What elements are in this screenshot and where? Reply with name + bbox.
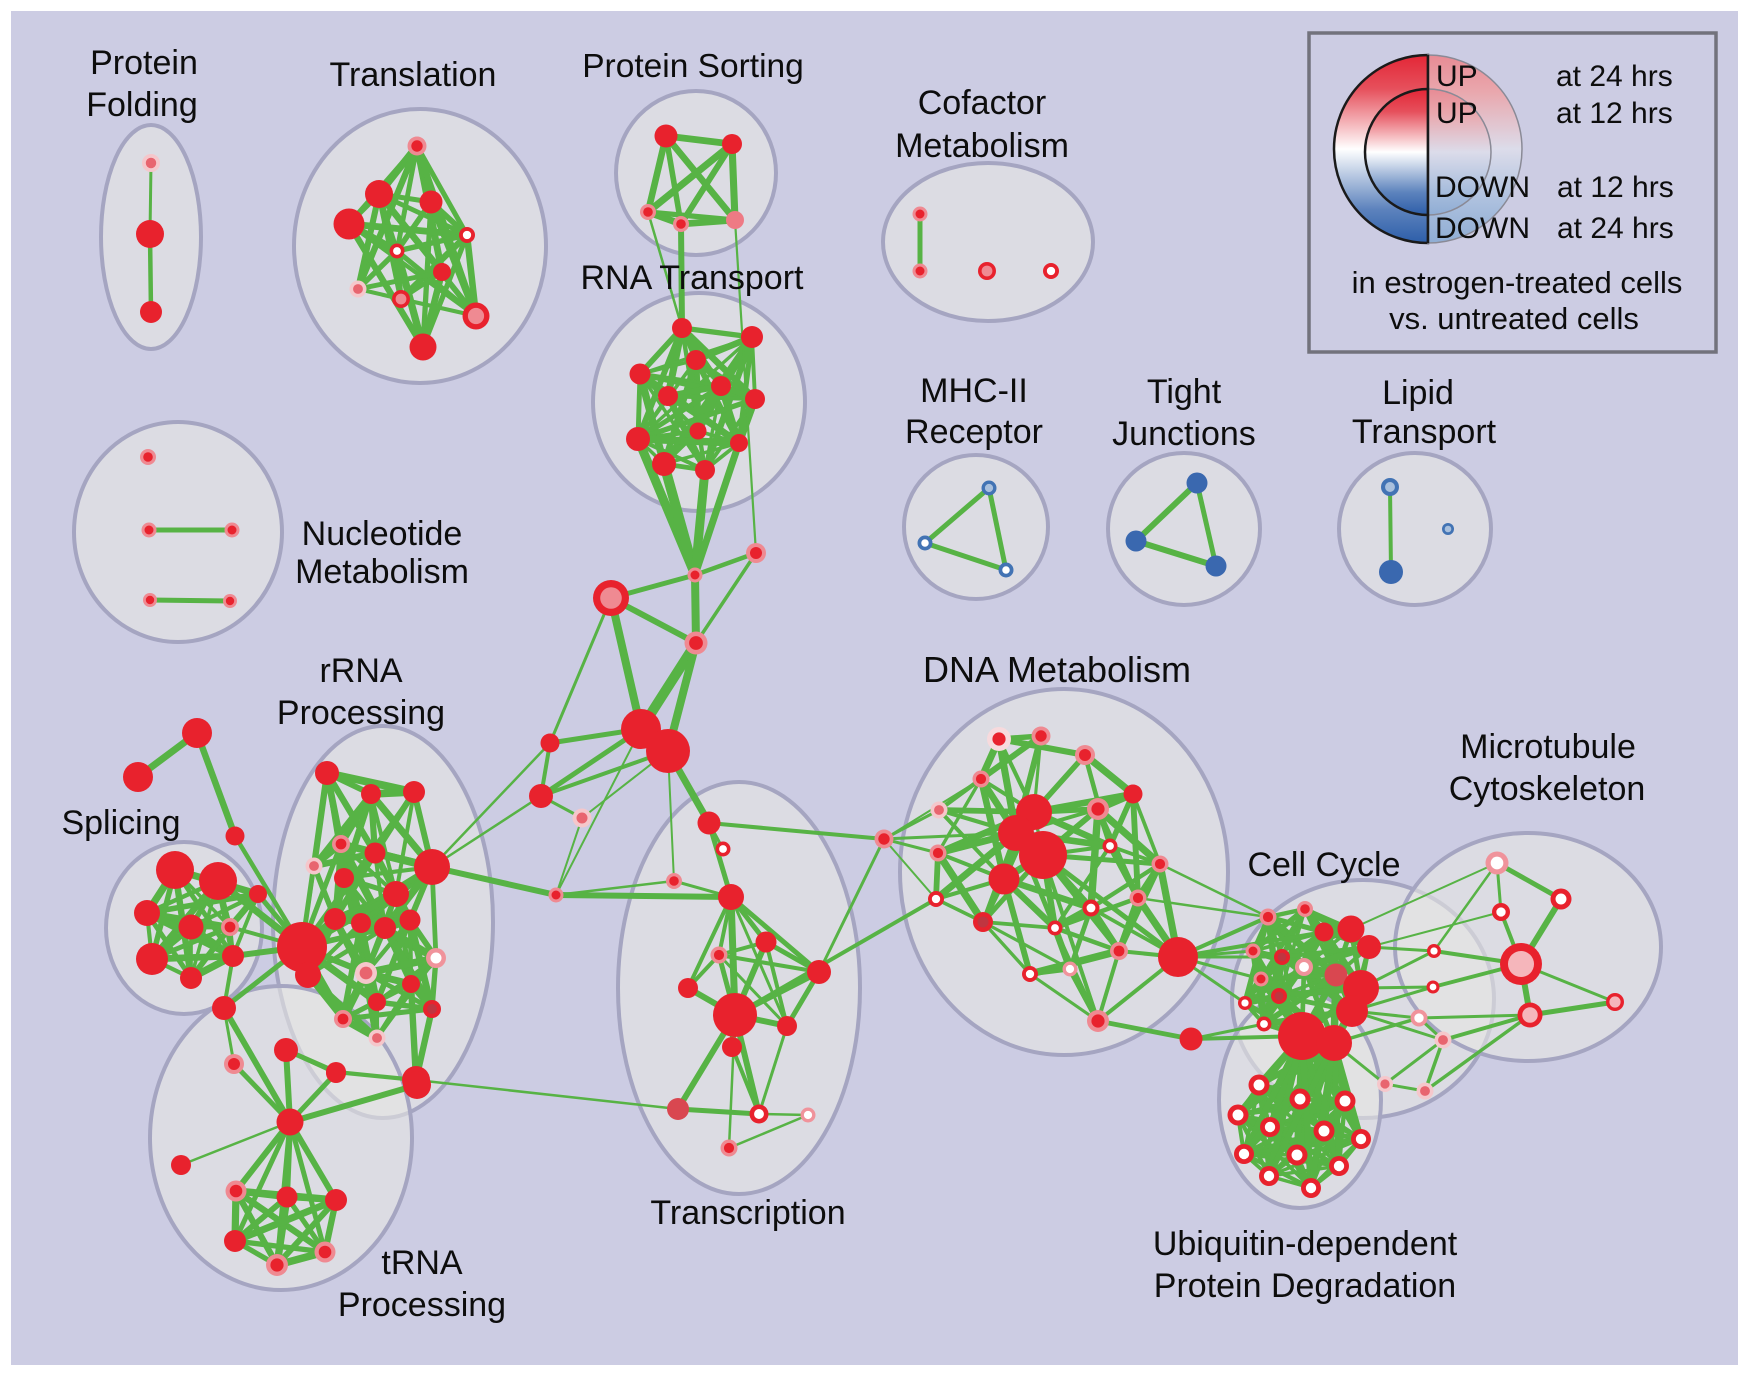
svg-text:at 12 hrs: at 12 hrs	[1557, 171, 1674, 204]
svg-text:Microtubule: Microtubule	[1460, 728, 1636, 766]
svg-text:Protein Degradation: Protein Degradation	[1154, 1267, 1456, 1305]
svg-text:Metabolism: Metabolism	[895, 127, 1069, 165]
svg-text:Splicing: Splicing	[61, 804, 180, 842]
svg-text:DNA Metabolism: DNA Metabolism	[923, 649, 1191, 690]
svg-text:Processing: Processing	[277, 694, 445, 732]
svg-text:RNA Transport: RNA Transport	[581, 259, 805, 297]
svg-text:Ubiquitin-dependent: Ubiquitin-dependent	[1153, 1225, 1458, 1263]
svg-text:DOWN: DOWN	[1435, 212, 1530, 245]
svg-text:Folding: Folding	[86, 86, 198, 124]
svg-text:Processing: Processing	[338, 1286, 506, 1324]
svg-text:Tight: Tight	[1147, 373, 1222, 411]
svg-text:Transcription: Transcription	[650, 1194, 845, 1232]
svg-text:Transport: Transport	[1352, 413, 1497, 451]
svg-text:MHC-II: MHC-II	[920, 372, 1028, 410]
svg-text:rRNA: rRNA	[319, 652, 402, 690]
svg-text:at 24 hrs: at 24 hrs	[1557, 212, 1674, 245]
svg-text:Translation: Translation	[330, 56, 497, 94]
svg-text:at 12 hrs: at 12 hrs	[1556, 97, 1673, 130]
svg-text:Cofactor: Cofactor	[918, 84, 1047, 122]
svg-text:Receptor: Receptor	[905, 413, 1043, 451]
svg-text:Metabolism: Metabolism	[295, 553, 469, 591]
svg-text:Nucleotide: Nucleotide	[302, 515, 463, 553]
svg-text:tRNA: tRNA	[381, 1244, 463, 1282]
svg-text:at 24 hrs: at 24 hrs	[1556, 60, 1673, 93]
svg-text:DOWN: DOWN	[1435, 171, 1530, 204]
svg-text:Cytoskeleton: Cytoskeleton	[1449, 770, 1646, 808]
svg-text:vs. untreated cells: vs. untreated cells	[1389, 301, 1639, 336]
svg-text:Cell Cycle: Cell Cycle	[1247, 846, 1400, 884]
svg-text:UP: UP	[1436, 97, 1478, 130]
svg-text:UP: UP	[1436, 60, 1478, 93]
svg-text:Protein Sorting: Protein Sorting	[582, 48, 804, 85]
svg-text:in estrogen-treated cells: in estrogen-treated cells	[1352, 265, 1683, 300]
svg-text:Junctions: Junctions	[1112, 415, 1256, 453]
svg-text:Protein: Protein	[90, 44, 198, 82]
svg-text:Lipid: Lipid	[1382, 374, 1454, 412]
